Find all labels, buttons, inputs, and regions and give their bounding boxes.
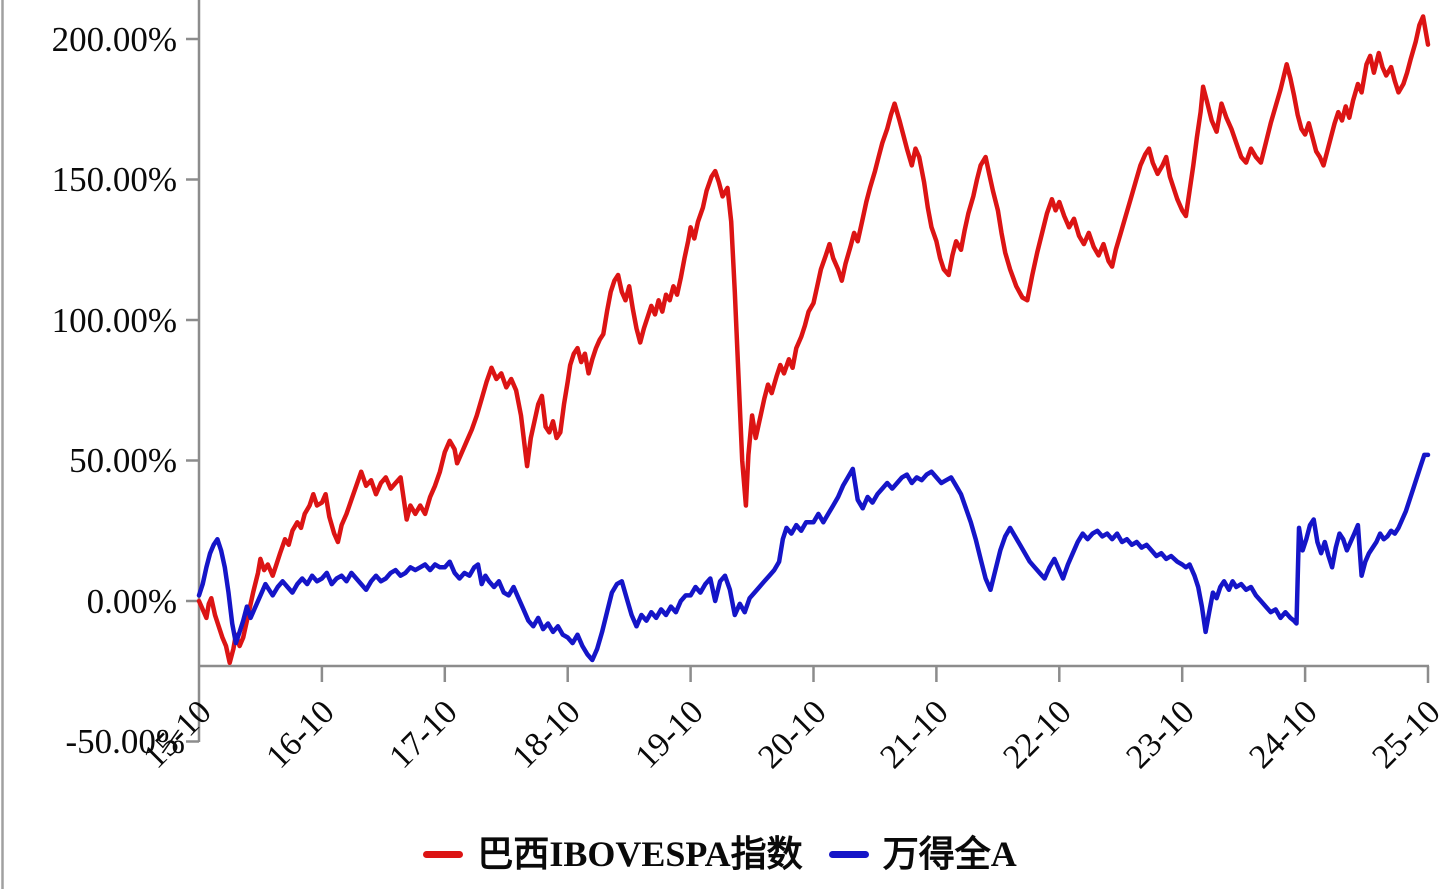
legend-swatch-ibovespa [423,850,464,858]
x-tick-label: 16-10 [259,693,341,775]
series-group [196,14,1431,666]
x-tick-label: 20-10 [751,693,833,775]
x-tick-label: 23-10 [1119,693,1201,775]
x-tick-label: 25-10 [1365,693,1440,775]
legend-item-ibovespa: 巴西IBOVESPA指数 [423,834,803,874]
y-tick-label: 200.00% [52,20,177,59]
legend: 巴西IBOVESPA指数 万得全A [0,826,1440,882]
x-tick-label: 24-10 [1242,693,1324,775]
legend-item-wind-all-a: 万得全A [828,834,1017,874]
x-tick-label: 19-10 [628,693,710,775]
y-tick-label: 100.00% [52,301,177,340]
series-brazil-ibovespa-line [196,14,1431,666]
x-tick-label: 17-10 [382,693,464,775]
x-tick-label: 18-10 [505,693,587,775]
x-axis: 15-10 16-10 17-10 18-10 19-10 20-10 21-1… [136,664,1440,776]
x-tick-label: 21-10 [873,693,955,775]
legend-label-ibovespa: 巴西IBOVESPA指数 [477,834,803,874]
y-tick-label: 150.00% [52,160,177,199]
legend-swatch-wind-all-a [828,850,869,858]
y-tick-label: -50.00% [65,722,185,761]
x-tick-label: 22-10 [996,693,1078,775]
y-axis: 200.00% 150.00% 100.00% 50.00% 0.00% -50… [52,0,201,761]
y-tick-label: 0.00% [87,582,177,621]
y-tick-label: 50.00% [69,441,177,480]
series-wind-all-a-line [196,452,1431,663]
legend-label-wind-all-a: 万得全A [882,834,1017,874]
